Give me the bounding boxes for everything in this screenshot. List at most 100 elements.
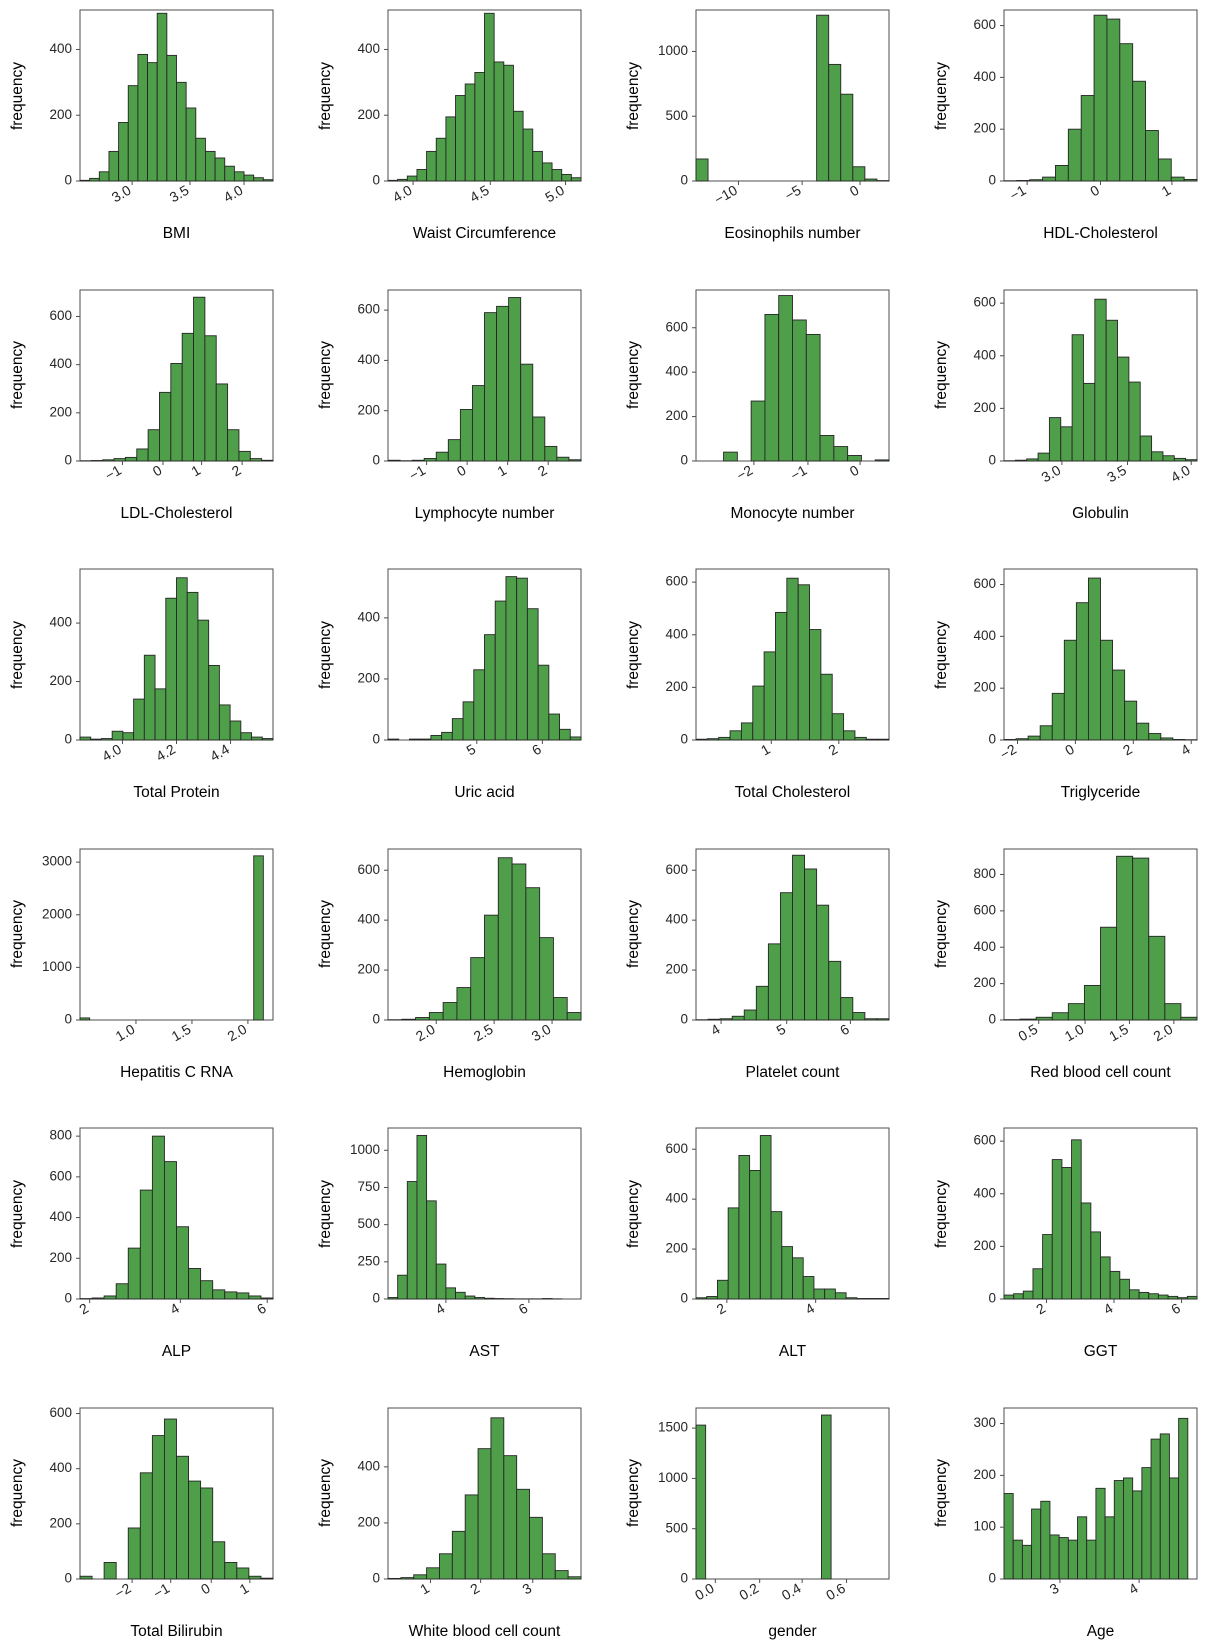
svg-text:400: 400 bbox=[49, 1209, 72, 1224]
svg-text:1: 1 bbox=[494, 461, 509, 479]
svg-text:0: 0 bbox=[680, 173, 688, 188]
svg-text:−1: −1 bbox=[150, 1579, 172, 1601]
svg-text:200: 200 bbox=[665, 961, 688, 976]
svg-text:3.0: 3.0 bbox=[1039, 461, 1064, 485]
svg-text:0: 0 bbox=[64, 173, 72, 188]
svg-text:0: 0 bbox=[454, 461, 469, 479]
svg-text:600: 600 bbox=[665, 1141, 688, 1156]
svg-text:400: 400 bbox=[665, 626, 688, 641]
svg-text:200: 200 bbox=[357, 670, 380, 685]
svg-text:1: 1 bbox=[1159, 182, 1174, 200]
svg-text:2.5: 2.5 bbox=[471, 1020, 496, 1044]
svg-text:6: 6 bbox=[516, 1300, 531, 1318]
svg-text:4: 4 bbox=[802, 1300, 817, 1318]
svg-text:−5: −5 bbox=[782, 182, 804, 204]
svg-text:600: 600 bbox=[665, 574, 688, 589]
svg-text:500: 500 bbox=[665, 1520, 688, 1535]
svg-text:2: 2 bbox=[714, 1300, 729, 1318]
svg-text:800: 800 bbox=[49, 1128, 72, 1143]
svg-text:4: 4 bbox=[1178, 741, 1193, 759]
svg-text:1: 1 bbox=[417, 1579, 432, 1597]
svg-text:250: 250 bbox=[357, 1253, 380, 1268]
svg-text:0: 0 bbox=[680, 1291, 688, 1306]
svg-text:0.4: 0.4 bbox=[779, 1579, 804, 1603]
svg-text:2.0: 2.0 bbox=[413, 1020, 438, 1044]
svg-text:3: 3 bbox=[1047, 1579, 1062, 1597]
svg-text:200: 200 bbox=[973, 680, 996, 695]
svg-text:4.5: 4.5 bbox=[467, 182, 492, 206]
svg-text:200: 200 bbox=[49, 1250, 72, 1265]
svg-text:600: 600 bbox=[357, 861, 380, 876]
svg-text:3.5: 3.5 bbox=[1104, 461, 1129, 485]
svg-text:400: 400 bbox=[973, 938, 996, 953]
svg-text:0: 0 bbox=[680, 732, 688, 747]
svg-text:0.5: 0.5 bbox=[1015, 1020, 1040, 1044]
svg-text:400: 400 bbox=[973, 1185, 996, 1200]
svg-text:200: 200 bbox=[973, 1466, 996, 1481]
svg-text:400: 400 bbox=[49, 1460, 72, 1475]
svg-text:4: 4 bbox=[433, 1300, 448, 1318]
svg-text:200: 200 bbox=[49, 107, 72, 122]
svg-text:1.5: 1.5 bbox=[169, 1020, 194, 1044]
svg-text:0: 0 bbox=[64, 1291, 72, 1306]
svg-text:500: 500 bbox=[357, 1216, 380, 1231]
svg-text:750: 750 bbox=[357, 1179, 380, 1194]
svg-text:−1: −1 bbox=[102, 461, 124, 483]
svg-text:600: 600 bbox=[357, 301, 380, 316]
svg-text:0: 0 bbox=[988, 732, 996, 747]
svg-text:5: 5 bbox=[464, 741, 479, 759]
svg-text:4: 4 bbox=[167, 1300, 182, 1318]
svg-text:600: 600 bbox=[973, 294, 996, 309]
svg-text:1000: 1000 bbox=[658, 1469, 688, 1484]
svg-text:2: 2 bbox=[467, 1579, 482, 1597]
svg-text:400: 400 bbox=[357, 911, 380, 926]
svg-text:400: 400 bbox=[973, 628, 996, 643]
svg-text:0: 0 bbox=[64, 732, 72, 747]
svg-text:600: 600 bbox=[973, 1133, 996, 1148]
svg-text:200: 200 bbox=[973, 975, 996, 990]
svg-text:0: 0 bbox=[988, 1291, 996, 1306]
svg-text:2.0: 2.0 bbox=[225, 1020, 250, 1044]
svg-text:200: 200 bbox=[973, 399, 996, 414]
svg-text:200: 200 bbox=[665, 1241, 688, 1256]
svg-text:0: 0 bbox=[372, 1570, 380, 1585]
svg-text:300: 300 bbox=[973, 1415, 996, 1430]
svg-text:0: 0 bbox=[372, 1291, 380, 1306]
svg-text:400: 400 bbox=[357, 609, 380, 624]
svg-text:4: 4 bbox=[1101, 1300, 1116, 1318]
svg-text:400: 400 bbox=[357, 1458, 380, 1473]
svg-text:500: 500 bbox=[665, 108, 688, 123]
svg-text:0: 0 bbox=[150, 461, 165, 479]
svg-text:200: 200 bbox=[973, 121, 996, 136]
svg-text:4.0: 4.0 bbox=[1168, 461, 1193, 485]
svg-text:0: 0 bbox=[64, 1011, 72, 1026]
svg-text:2: 2 bbox=[535, 461, 550, 479]
svg-text:600: 600 bbox=[49, 308, 72, 323]
svg-text:2.0: 2.0 bbox=[1150, 1020, 1175, 1044]
svg-text:0: 0 bbox=[680, 1570, 688, 1585]
svg-text:6: 6 bbox=[1168, 1300, 1183, 1318]
svg-text:5.0: 5.0 bbox=[542, 182, 567, 206]
svg-text:200: 200 bbox=[357, 402, 380, 417]
svg-text:400: 400 bbox=[49, 356, 72, 371]
svg-text:200: 200 bbox=[49, 404, 72, 419]
svg-text:3: 3 bbox=[519, 1579, 534, 1597]
svg-text:−2: −2 bbox=[997, 741, 1019, 763]
svg-text:600: 600 bbox=[973, 17, 996, 32]
svg-text:3.0: 3.0 bbox=[109, 182, 134, 206]
svg-text:0: 0 bbox=[372, 732, 380, 747]
svg-text:0: 0 bbox=[988, 173, 996, 188]
svg-text:400: 400 bbox=[49, 615, 72, 630]
svg-text:200: 200 bbox=[49, 673, 72, 688]
svg-text:3.0: 3.0 bbox=[529, 1020, 554, 1044]
svg-text:4.0: 4.0 bbox=[221, 182, 246, 206]
svg-text:2: 2 bbox=[76, 1300, 91, 1318]
svg-text:200: 200 bbox=[357, 107, 380, 122]
svg-text:200: 200 bbox=[973, 1238, 996, 1253]
svg-text:0: 0 bbox=[64, 1570, 72, 1585]
svg-text:1.0: 1.0 bbox=[1062, 1020, 1087, 1044]
svg-text:800: 800 bbox=[973, 866, 996, 881]
svg-text:600: 600 bbox=[973, 902, 996, 917]
svg-text:200: 200 bbox=[357, 1514, 380, 1529]
svg-text:1000: 1000 bbox=[350, 1142, 380, 1157]
